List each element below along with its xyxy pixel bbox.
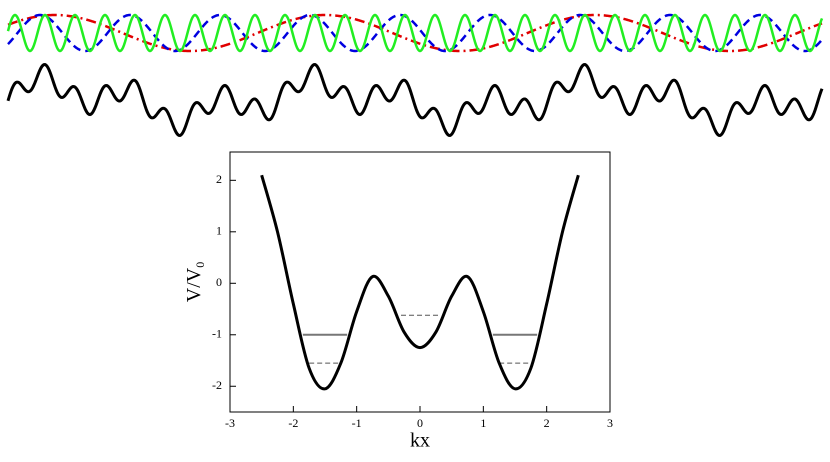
y-tick-label: 0 [216, 275, 222, 289]
x-tick-label: 3 [607, 416, 613, 430]
x-tick-label: 0 [417, 416, 423, 430]
y-axis-label: V/V0 [183, 262, 207, 302]
x-axis-label: kx [410, 430, 430, 452]
x-tick-label: 1 [480, 416, 486, 430]
y-tick-label: 1 [216, 224, 222, 238]
x-tick-label: -2 [288, 416, 298, 430]
x-tick-label: -1 [352, 416, 362, 430]
y-label-main: V/V [183, 267, 205, 302]
potential-curve [260, 174, 580, 391]
y-tick-label: -2 [212, 378, 222, 392]
x-tick-label: 2 [544, 416, 550, 430]
wave [6, 63, 824, 137]
y-tick-label: 2 [216, 172, 222, 186]
wave [6, 13, 824, 53]
x-tick-label: -3 [225, 416, 235, 430]
y-tick-label: -1 [212, 327, 222, 341]
wave [7, 13, 823, 53]
y-label-sub: 0 [193, 262, 207, 268]
wave-strip [6, 13, 824, 137]
